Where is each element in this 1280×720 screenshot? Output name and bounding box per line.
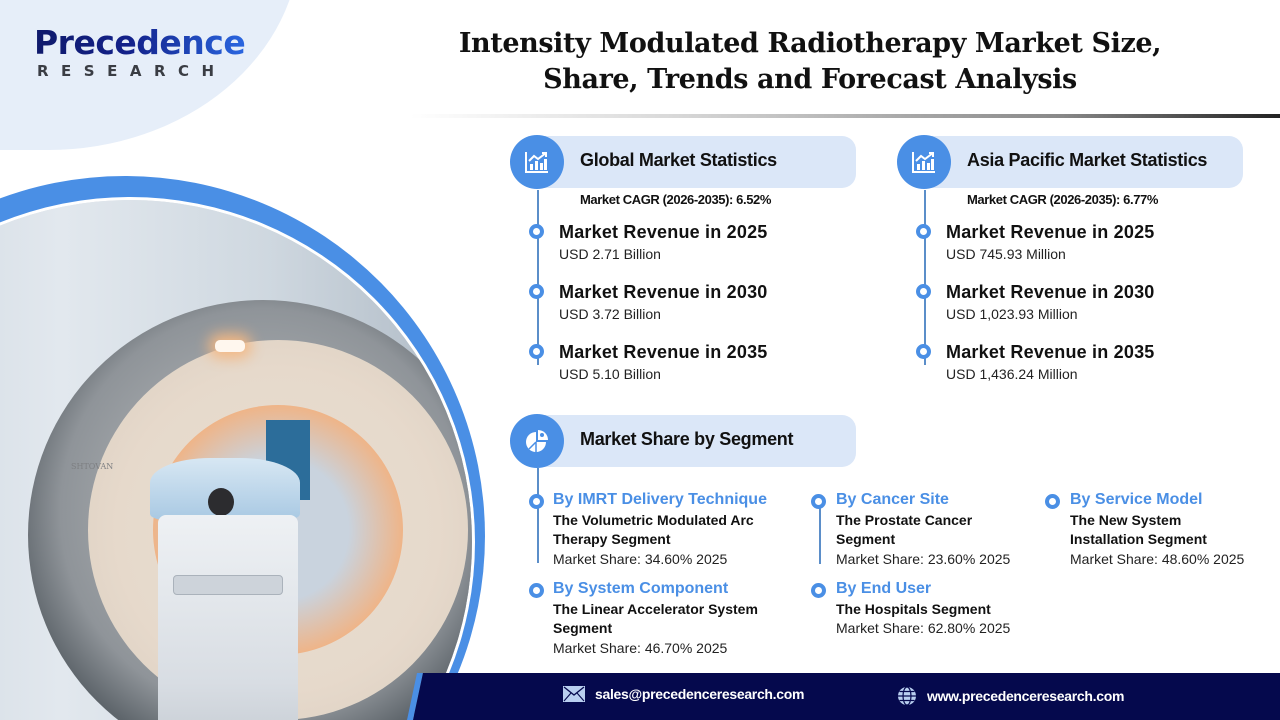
segment-name-component: The Linear Accelerator System Segment (553, 601, 758, 636)
segment-header-pill (532, 415, 856, 467)
global-bullet-2035 (529, 344, 544, 359)
segment-share-component: Market Share: 46.70% 2025 (553, 640, 728, 656)
global-revenue-2025-label: Market Revenue in 2025 (559, 222, 768, 242)
apac-bullet-2035 (916, 344, 931, 359)
segment-bullet-cancer-site (811, 494, 826, 509)
apac-revenue-2025-label: Market Revenue in 2025 (946, 222, 1155, 242)
global-revenue-2025-value: USD 2.71 Billion (559, 246, 661, 262)
apac-bullet-2025 (916, 224, 931, 239)
photo-light (215, 340, 245, 352)
footer-website[interactable]: www.precedenceresearch.com (897, 686, 1124, 706)
apac-bullet-2030 (916, 284, 931, 299)
segment-bullet-delivery (529, 494, 544, 509)
pie-chart-icon (510, 414, 564, 468)
segment-category-delivery: By IMRT Delivery Technique (553, 491, 767, 508)
logo-wordmark: Precedence (34, 23, 246, 62)
apac-header-pill (919, 136, 1243, 188)
logo-word: Precedence (34, 23, 246, 62)
logo-subtitle: RESEARCH (37, 62, 227, 80)
segment-category-service-model: By Service Model (1070, 491, 1203, 508)
apac-timeline-line (924, 190, 926, 365)
title-divider (410, 114, 1280, 118)
segment-category-end-user: By End User (836, 580, 932, 597)
precedence-research-logo: Precedence RESEARCH (34, 23, 246, 80)
segment-name-cancer-site: The Prostate Cancer Segment (836, 512, 973, 547)
global-revenue-2035-label: Market Revenue in 2035 (559, 342, 768, 362)
photo-couch (158, 515, 298, 720)
global-bullet-2030 (529, 284, 544, 299)
apac-revenue-2035-label: Market Revenue in 2035 (946, 342, 1155, 362)
global-stats-title: Global Market Statistics (580, 150, 777, 170)
global-chart-icon (510, 135, 564, 189)
photo-patient-head (208, 488, 234, 516)
photo-machine-label: SHTOVAN (71, 462, 114, 471)
global-bullet-2025 (529, 224, 544, 239)
segment-share-service-model: Market Share: 48.60% 2025 (1070, 551, 1245, 567)
page-title: Intensity Modulated Radiotherapy Market … (410, 26, 1210, 98)
segment-category-component: By System Component (553, 580, 729, 597)
apac-chart-icon (897, 135, 951, 189)
global-stats-header: Global Market Statistics (510, 135, 856, 189)
apac-revenue-2035-value: USD 1,436.24 Million (946, 366, 1078, 382)
segment-line-col2 (819, 508, 821, 564)
segment-bullet-end-user (811, 583, 826, 598)
global-revenue-2030-value: USD 3.72 Billion (559, 306, 661, 322)
segment-bullet-component (529, 583, 544, 598)
segment-bullet-service-model (1045, 494, 1060, 509)
apac-revenue-2030-label: Market Revenue in 2030 (946, 282, 1155, 302)
globe-icon (898, 686, 916, 706)
footer-email[interactable]: sales@precedenceresearch.com (563, 686, 804, 702)
segment-line-col1 (537, 468, 539, 563)
title-line-2: Share, Trends and Forecast Analysis (543, 64, 1077, 95)
segment-name-service-model: The New System Installation Segment (1070, 512, 1207, 547)
apac-cagr: Market CAGR (2026-2035): 6.77% (967, 192, 1159, 207)
radiotherapy-machine-photo: SHTOVAN (0, 200, 472, 720)
segment-share-end-user: Market Share: 62.80% 2025 (836, 620, 1011, 636)
photo-couch-handle (173, 575, 283, 595)
segment-name-end-user: The Hospitals Segment (836, 601, 991, 617)
mail-icon (563, 686, 585, 702)
segment-share-delivery: Market Share: 34.60% 2025 (553, 551, 728, 567)
global-revenue-2030-label: Market Revenue in 2030 (559, 282, 768, 302)
apac-revenue-2025-value: USD 745.93 Million (946, 246, 1066, 262)
global-revenue-2035-value: USD 5.10 Billion (559, 366, 661, 382)
apac-revenue-2030-value: USD 1,023.93 Million (946, 306, 1078, 322)
segment-name-delivery: The Volumetric Modulated Arc Therapy Seg… (553, 512, 754, 547)
segment-share-cancer-site: Market Share: 23.60% 2025 (836, 551, 1011, 567)
title-line-1: Intensity Modulated Radiotherapy Market … (458, 28, 1162, 59)
footer-email-text[interactable]: sales@precedenceresearch.com (595, 686, 805, 702)
segment-header: Market Share by Segment (510, 414, 856, 468)
apac-stats-header: Asia Pacific Market Statistics (897, 135, 1243, 189)
global-header-pill (532, 136, 856, 188)
footer-bar (428, 673, 1280, 720)
apac-stats-title: Asia Pacific Market Statistics (967, 150, 1208, 170)
segment-category-cancer-site: By Cancer Site (836, 491, 949, 508)
global-cagr: Market CAGR (2026-2035): 6.52% (580, 192, 772, 207)
global-timeline-line (537, 190, 539, 365)
footer-website-text[interactable]: www.precedenceresearch.com (927, 688, 1125, 704)
segment-title: Market Share by Segment (580, 429, 794, 449)
